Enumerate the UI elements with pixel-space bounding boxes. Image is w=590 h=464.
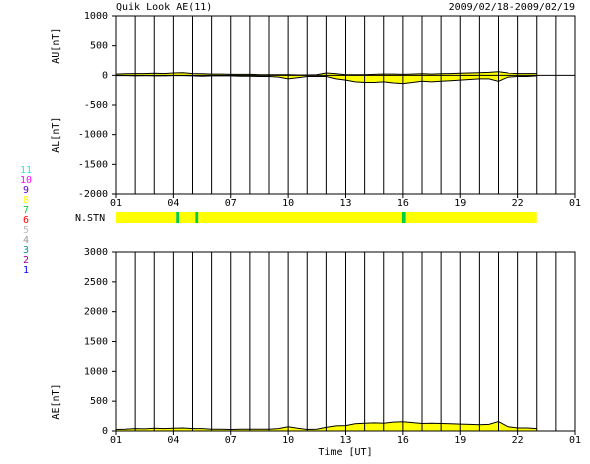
y-tick-label: 0	[102, 70, 108, 81]
station-segment	[405, 212, 537, 223]
y-tick-label: 1000	[84, 366, 108, 377]
y-axis-label: AL[nT]	[51, 117, 62, 153]
plot-frame	[115, 15, 576, 195]
station-legend: 10	[20, 175, 32, 186]
x-tick-label: 13	[339, 435, 351, 446]
x-tick-label: 22	[512, 198, 524, 209]
station-segment	[198, 212, 402, 223]
station-legend: 3	[23, 245, 29, 256]
station-segment	[116, 212, 177, 223]
station-segment	[179, 212, 196, 223]
y-tick-label: -1500	[78, 159, 108, 170]
x-tick-label: 01	[569, 435, 581, 446]
x-tick-label: 01	[110, 435, 122, 446]
station-legend: 6	[23, 215, 29, 226]
station-legend: 8	[23, 195, 29, 206]
nstn-label: N.STN	[75, 213, 105, 224]
station-segment	[401, 212, 406, 223]
x-tick-label: 07	[225, 198, 237, 209]
x-tick-label: 16	[397, 435, 409, 446]
y-tick-label: 500	[90, 41, 108, 52]
station-legend: 4	[23, 235, 29, 246]
x-tick-label: 19	[454, 435, 466, 446]
x-tick-label: 16	[397, 198, 409, 209]
y-tick-label: 3000	[84, 247, 108, 258]
station-legend: 7	[23, 205, 29, 216]
x-tick-label: 19	[454, 198, 466, 209]
station-legend: 9	[23, 185, 29, 196]
x-tick-label: 04	[167, 198, 179, 209]
y-axis-label: AU[nT]	[51, 28, 62, 64]
x-tick-label: 07	[225, 435, 237, 446]
station-segment	[176, 212, 180, 223]
x-tick-label: 04	[167, 435, 179, 446]
station-legend: 1	[23, 265, 29, 276]
chart-title: Quik Look AE(11)	[116, 2, 212, 13]
area-fill	[116, 421, 537, 431]
y-tick-label: 500	[90, 396, 108, 407]
y-tick-label: 2500	[84, 277, 108, 288]
y-tick-label: -500	[84, 100, 108, 111]
y-tick-label: 0	[102, 426, 108, 437]
x-tick-label: 13	[339, 198, 351, 209]
x-tick-label: 01	[110, 198, 122, 209]
plot-frame	[115, 251, 576, 432]
fill-band	[116, 71, 537, 84]
x-tick-label: 22	[512, 435, 524, 446]
y-tick-label: 2000	[84, 307, 108, 318]
station-legend: 2	[23, 255, 29, 266]
date-range: 2009/02/18-2009/02/19	[449, 2, 575, 13]
y-axis-label: AE[nT]	[51, 383, 62, 419]
y-tick-label: -1000	[78, 130, 108, 141]
y-tick-label: 1500	[84, 337, 108, 348]
station-legend: 5	[23, 225, 29, 236]
station-segment	[195, 212, 199, 223]
y-tick-label: -2000	[78, 189, 108, 200]
x-tick-label: 10	[282, 198, 294, 209]
x-tick-label: 01	[569, 198, 581, 209]
station-legend: 11	[20, 165, 32, 176]
x-tick-label: 10	[282, 435, 294, 446]
x-axis-label: Time [UT]	[318, 447, 372, 458]
y-tick-label: 1000	[84, 11, 108, 22]
